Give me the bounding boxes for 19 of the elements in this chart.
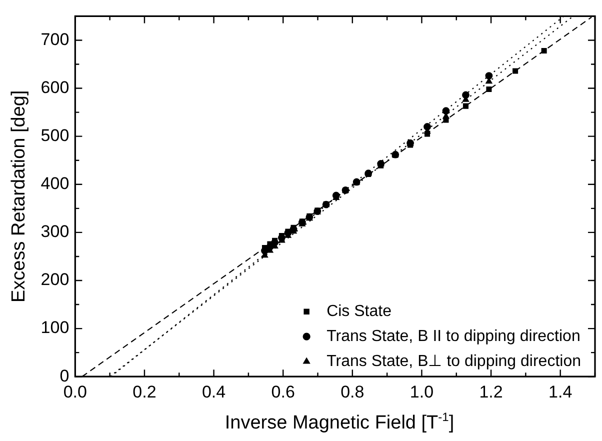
legend-label: Trans State, B II to dipping direction [326,328,580,346]
x-tick-label: 0.4 [202,382,226,402]
y-tick-label: 600 [40,78,70,97]
y-tick-label: 400 [40,174,70,194]
y-axis-title: Excess Retardation [deg] [8,90,30,303]
x-axis-title: Inverse Magnetic Field [T$^{-1}$] [224,410,456,434]
y-tick-label: 300 [40,222,70,242]
y-tick-label: 700 [40,30,70,49]
x-tick-label: 1.4 [548,382,572,402]
x-tick-label: 0.8 [340,382,364,402]
y-tick-label: 500 [40,126,70,146]
x-tick-label: 0.6 [271,382,295,402]
y-tick-label: 100 [40,318,70,338]
legend-label: Trans State, B⊥ to dipping direction [326,353,582,370]
x-tick-label: 0.2 [132,382,156,402]
y-tick-label: 200 [40,270,70,290]
x-tick-label: 1.2 [479,382,503,402]
legend-label: Cis State [326,303,392,320]
x-tick-label: 1.0 [410,382,434,402]
